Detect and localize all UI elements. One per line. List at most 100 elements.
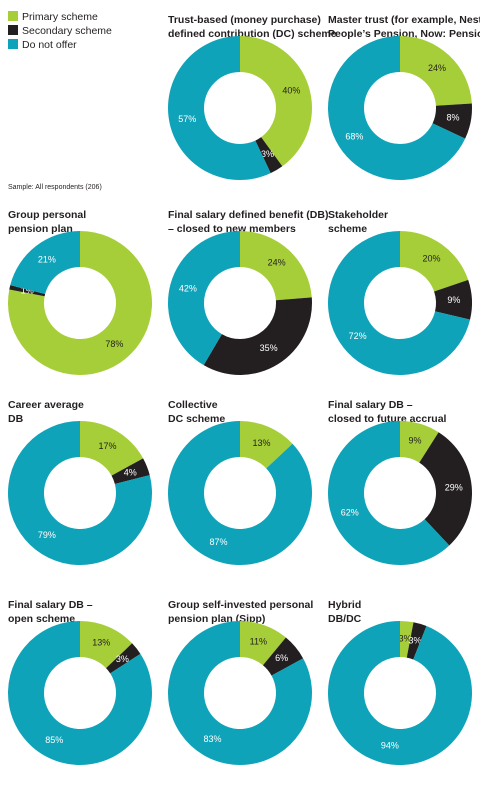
value-label: 1% bbox=[21, 286, 34, 296]
legend-swatch bbox=[8, 39, 18, 49]
value-label: 62% bbox=[341, 507, 359, 517]
donut-segment bbox=[8, 231, 153, 375]
chart-title: closed to future accrual bbox=[328, 413, 447, 425]
chart-title: People’s Pension, Now: Pensions) bbox=[328, 28, 480, 40]
chart-title: Group self-invested personal bbox=[168, 599, 313, 611]
donut-chart: Final salary DB – closed to future accrua… bbox=[327, 399, 472, 566]
value-label: 11% bbox=[250, 637, 267, 647]
chart-title: Final salary defined benefit (DB) bbox=[168, 209, 328, 221]
donut-segment bbox=[7, 621, 152, 766]
value-label: 72% bbox=[349, 331, 367, 341]
donut-segment bbox=[240, 36, 312, 167]
chart-title: defined contribution (DC) scheme bbox=[168, 28, 337, 40]
donut-segment bbox=[327, 421, 450, 566]
legend-swatch bbox=[8, 25, 18, 35]
donut-chart: Career average DB 17% 4% 79% bbox=[8, 399, 153, 565]
chart-title: – closed to new members bbox=[168, 223, 296, 235]
donut-segment bbox=[106, 643, 141, 674]
value-label: 35% bbox=[260, 343, 278, 353]
value-label: 9% bbox=[447, 295, 460, 305]
donut-segment bbox=[419, 432, 472, 546]
value-label: 6% bbox=[275, 653, 288, 663]
donut-chart: Trust-based (money purchase) defined cont… bbox=[168, 14, 337, 181]
value-label: 83% bbox=[204, 734, 222, 744]
value-label: 8% bbox=[447, 112, 460, 122]
donut-segment bbox=[262, 637, 304, 676]
donut-segment bbox=[10, 231, 81, 295]
donut-segment bbox=[240, 231, 312, 301]
donut-segment bbox=[406, 622, 427, 660]
donut-chart: Final salary DB – open scheme 13% 3% 85% bbox=[7, 599, 152, 766]
chart-title: Group personal bbox=[8, 209, 86, 221]
donut-segment bbox=[203, 297, 312, 375]
legend-swatch bbox=[8, 11, 18, 21]
value-label: 78% bbox=[105, 339, 123, 349]
donut-chart: Collective DC scheme 13% 87% bbox=[168, 399, 312, 566]
donut-segment bbox=[80, 421, 144, 476]
donut-segment bbox=[168, 621, 312, 765]
value-label: 3% bbox=[399, 634, 412, 644]
donut-chart: Hybrid DB/DC 3%3% 94% bbox=[327, 599, 472, 766]
value-label: 3% bbox=[409, 636, 422, 646]
value-label: 4% bbox=[124, 467, 137, 477]
chart-title: pension plan bbox=[8, 223, 73, 235]
donut-segment bbox=[400, 36, 472, 106]
donut-chart: Group personal pension plan 78% 1% 21% bbox=[8, 209, 153, 375]
value-label: 20% bbox=[422, 253, 440, 263]
chart-title: Master trust (for example, Nest, The bbox=[328, 14, 480, 26]
value-label: 21% bbox=[38, 255, 56, 265]
donut-chart: Final salary defined benefit (DB) – close… bbox=[168, 209, 328, 375]
donut-segment bbox=[111, 458, 150, 485]
donut-segment bbox=[9, 285, 46, 297]
chart-title: Final salary DB – bbox=[328, 399, 413, 411]
donut-segment bbox=[400, 231, 469, 292]
chart-title: Stakeholder bbox=[328, 209, 388, 221]
value-label: 40% bbox=[282, 86, 300, 96]
chart-title: scheme bbox=[328, 223, 367, 235]
chart-title: Collective bbox=[168, 399, 218, 411]
legend-label: Primary scheme bbox=[22, 11, 98, 23]
chart-title: Hybrid bbox=[328, 599, 361, 611]
donut-segment bbox=[328, 36, 466, 180]
donut-segment bbox=[240, 421, 293, 469]
value-label: 3% bbox=[261, 149, 274, 159]
legend-label: Do not offer bbox=[22, 39, 77, 51]
value-label: 29% bbox=[445, 482, 463, 492]
donut-segment bbox=[240, 621, 286, 666]
value-label: 87% bbox=[210, 537, 228, 547]
value-label: 9% bbox=[409, 436, 422, 446]
value-label: 24% bbox=[268, 258, 286, 268]
donut-segment bbox=[434, 279, 472, 320]
donut-segment bbox=[400, 621, 414, 658]
value-label: 57% bbox=[178, 114, 196, 124]
value-label: 42% bbox=[179, 283, 197, 293]
donut-segment bbox=[168, 421, 312, 566]
donut-segment bbox=[432, 103, 472, 139]
value-label: 13% bbox=[92, 638, 110, 648]
donut-segment bbox=[327, 621, 472, 766]
chart-title: Career average bbox=[8, 399, 84, 411]
value-label: 17% bbox=[98, 441, 116, 451]
donut-segment bbox=[80, 621, 133, 669]
donut-chart: Master trust (for example, Nest, The Peop… bbox=[328, 14, 480, 180]
chart-title: DB bbox=[8, 413, 24, 425]
value-label: 94% bbox=[381, 740, 399, 750]
donut-segment bbox=[400, 421, 439, 463]
value-label: 13% bbox=[252, 438, 270, 448]
value-label: 24% bbox=[428, 63, 446, 73]
note: Sample: All respondents (206) bbox=[8, 184, 102, 191]
value-label: 85% bbox=[45, 735, 63, 745]
legend-label: Secondary scheme bbox=[22, 25, 112, 37]
chart-title: DC scheme bbox=[168, 413, 225, 425]
donut-segment bbox=[168, 231, 240, 366]
donut-segment bbox=[328, 231, 471, 375]
chart-title: open scheme bbox=[8, 613, 75, 625]
value-label: 68% bbox=[345, 131, 363, 141]
donut-segment bbox=[255, 137, 283, 174]
value-label: 79% bbox=[38, 530, 56, 540]
donut-chart: Stakeholder scheme 20% 9% 72% bbox=[328, 209, 472, 375]
chart-title: Trust-based (money purchase) bbox=[168, 14, 321, 26]
chart-title: Final salary DB – bbox=[8, 599, 93, 611]
